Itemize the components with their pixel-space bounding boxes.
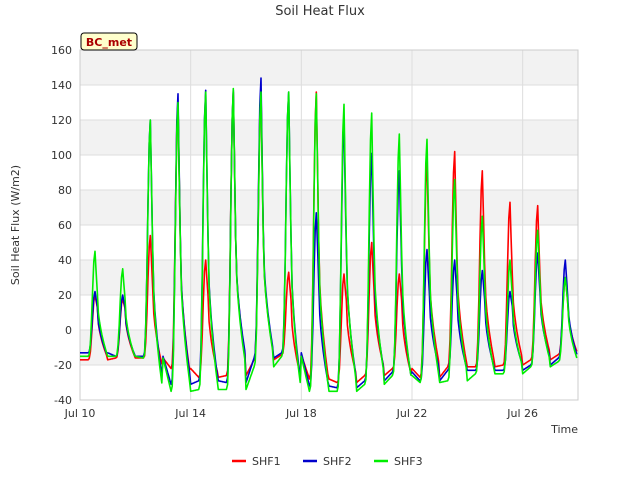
y-axis: -40 -20 0 20 40 60 80 100 120 140 160 (51, 44, 72, 407)
legend-label-shf3: SHF3 (394, 455, 423, 468)
grid-band (80, 260, 578, 295)
legend-label-shf1: SHF1 (252, 455, 281, 468)
data-series (80, 77, 578, 393)
y-tick-label: 20 (58, 289, 72, 302)
grid-bands (80, 50, 578, 365)
x-axis-label: Time (550, 423, 578, 436)
plot-area-frame (79, 49, 579, 401)
y-tick-label: 120 (51, 114, 72, 127)
grid-band (80, 50, 578, 85)
grid-band (80, 330, 578, 365)
grid-band (80, 120, 578, 155)
x-tick-label: Jul 14 (174, 407, 206, 420)
y-tick-label: 80 (58, 184, 72, 197)
y-tick-label: 60 (58, 219, 72, 232)
legend-label-shf2: SHF2 (323, 455, 352, 468)
y-axis-label: Soil Heat Flux (W/m2) (9, 165, 22, 285)
x-tick-label: Jul 18 (285, 407, 317, 420)
y-tick-label: 140 (51, 79, 72, 92)
y-tick-label: -20 (54, 359, 72, 372)
x-tick-label: Jul 10 (64, 407, 96, 420)
badge-box (80, 32, 138, 51)
x-tick-label: Jul 22 (396, 407, 428, 420)
chart-title: Soil Heat Flux (275, 4, 365, 19)
series-line-shf3 (80, 87, 578, 393)
y-tick-label: 40 (58, 254, 72, 267)
y-tick-label: 160 (51, 44, 72, 57)
y-tick-label: -40 (54, 394, 72, 407)
x-axis: Jul 10 Jul 14 Jul 18 Jul 22 Jul 26 (64, 407, 538, 420)
badge: BC_met (80, 32, 138, 51)
grid-band (80, 190, 578, 225)
y-tick-label: 100 (51, 149, 72, 162)
badge-label: BC_met (86, 36, 132, 49)
y-tick-label: 0 (65, 324, 72, 337)
legend: SHF1 SHF2 SHF3 (232, 455, 423, 468)
x-tick-label: Jul 26 (506, 407, 538, 420)
